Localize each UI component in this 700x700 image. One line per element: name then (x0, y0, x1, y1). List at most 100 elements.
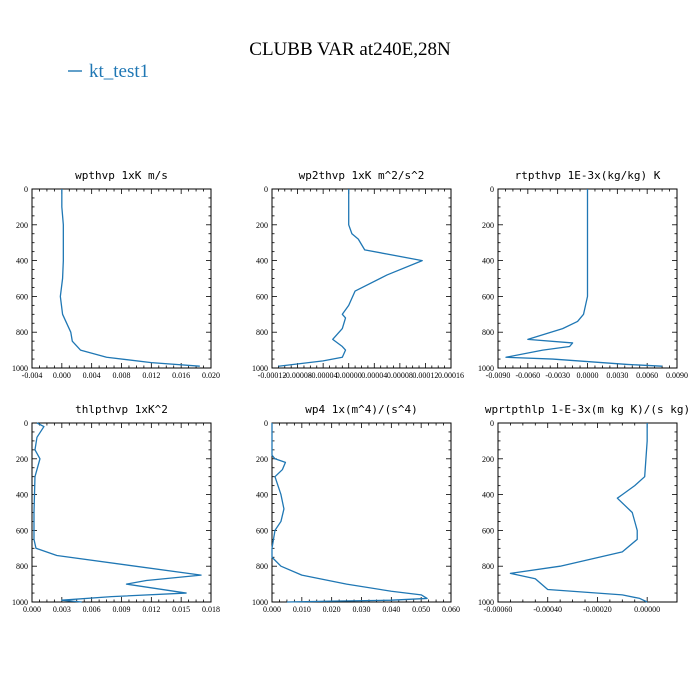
x-tick-label: 0.010 (293, 605, 311, 614)
panel-title-wpthvp: wpthvp 1xK m/s (75, 169, 168, 182)
y-tick-label: 1000 (478, 364, 494, 373)
y-tick-label: 200 (482, 221, 494, 230)
y-tick-label: 0 (24, 419, 28, 428)
plot-frame-thlpthvp (31, 422, 212, 603)
panel-wp4: wp4 1x(m^4)/(s^4) 0.000 0.010 0.020 0.030 0.0… (252, 403, 460, 614)
y-tick-label: 400 (16, 491, 28, 500)
x-tick-label: 0.004 (83, 371, 101, 380)
panel-title-wp4: wp4 1x(m^4)/(s^4) (305, 403, 418, 416)
x-tick-label: -0.00004 (309, 371, 338, 380)
x-tick-label: 0.00000 (336, 371, 362, 380)
x-tick-label: 0.030 (353, 605, 371, 614)
x-tick-label: 0.0090 (666, 371, 688, 380)
y-tick-label: 600 (256, 292, 268, 301)
series-line-thlpthvp (33, 422, 202, 603)
chart-panels: wpthvp 1xK m/s -0.004 0.000 0.004 0.008 0.012… (12, 169, 690, 614)
legend: kt_test1 (68, 61, 149, 82)
panel-title-rtpthvp: rtpthvp 1E-3x(kg/kg) K (515, 169, 661, 182)
y-tick-label: 200 (256, 221, 268, 230)
y-tick-label: 1000 (12, 598, 28, 607)
x-tick-label: -0.0090 (486, 371, 511, 380)
figure-title: CLUBB VAR at240E,28N (249, 39, 451, 60)
x-tick-label: 0.0060 (636, 371, 658, 380)
x-tick-label: 0.00008 (387, 371, 413, 380)
x-tick-label: 0.020 (323, 605, 341, 614)
x-tick-label: -0.00008 (283, 371, 312, 380)
y-tick-label: 200 (482, 455, 494, 464)
series-line-wpthvp (59, 189, 200, 367)
x-tick-label: 0.012 (142, 605, 160, 614)
x-tick-label: 0.060 (442, 605, 460, 614)
y-tick-label: 200 (256, 455, 268, 464)
y-tick-label: 200 (16, 221, 28, 230)
panel-title-wprtpthlp: wprtpthlp 1-E-3x(m kg K)/(s kg) (485, 403, 690, 416)
y-tick-label: 200 (16, 455, 28, 464)
y-tick-label: 0 (264, 419, 268, 428)
x-tick-label: -0.0030 (545, 371, 570, 380)
y-tick-label: 800 (16, 328, 28, 337)
y-tick-label: 600 (16, 526, 28, 535)
y-tick-label: 800 (16, 562, 28, 571)
x-tick-label: 0.009 (113, 605, 131, 614)
x-tick-label: 0.006 (83, 605, 101, 614)
series-line-wp4 (271, 423, 428, 603)
series-line-rtpthvp (505, 189, 663, 367)
y-tick-label: 0 (24, 185, 28, 194)
plot-frame-wp2thvp (271, 188, 452, 369)
y-tick-label: 1000 (478, 598, 494, 607)
x-tick-label: 0.050 (412, 605, 430, 614)
panel-title-wp2thvp: wp2thvp 1xK m^2/s^2 (299, 169, 425, 182)
x-tick-label: 0.0000 (577, 371, 599, 380)
x-tick-label: 0.000 (53, 371, 71, 380)
y-tick-label: 400 (256, 491, 268, 500)
x-tick-label: 0.0030 (606, 371, 628, 380)
x-tick-label: 0.000 (263, 605, 281, 614)
x-tick-label: -0.00012 (258, 371, 287, 380)
panel-thlpthvp: thlpthvp 1xK^2 0.000 0.003 0.006 0.009 0.012 0… (12, 403, 220, 614)
x-tick-label: 0.016 (172, 371, 190, 380)
x-tick-label: -0.00060 (484, 605, 513, 614)
y-tick-label: 400 (482, 491, 494, 500)
y-tick-label: 600 (256, 526, 268, 535)
y-tick-label: 800 (482, 562, 494, 571)
x-tick-label: -0.004 (22, 371, 43, 380)
y-tick-label: 800 (256, 562, 268, 571)
x-tick-label: -0.0060 (515, 371, 540, 380)
x-tick-label: 0.00012 (412, 371, 438, 380)
y-tick-label: 400 (16, 257, 28, 266)
y-tick-label: 1000 (252, 598, 268, 607)
y-tick-label: 800 (482, 328, 494, 337)
legend-label: kt_test1 (89, 61, 149, 82)
x-tick-label: 0.008 (113, 371, 131, 380)
x-tick-label: 0.00004 (361, 371, 387, 380)
x-tick-label: 0.015 (172, 605, 190, 614)
x-tick-label: -0.00020 (583, 605, 612, 614)
x-tick-label: 0.020 (202, 371, 220, 380)
y-tick-label: 400 (256, 257, 268, 266)
y-tick-label: 0 (490, 185, 494, 194)
y-tick-label: 600 (482, 292, 494, 301)
y-tick-label: 0 (490, 419, 494, 428)
y-tick-label: 800 (256, 328, 268, 337)
y-tick-label: 0 (264, 185, 268, 194)
x-tick-label: 0.040 (382, 605, 400, 614)
plot-frame-wprtpthlp (497, 422, 678, 603)
x-tick-label: 0.00016 (438, 371, 464, 380)
series-line-wp2thvp (278, 189, 423, 367)
y-tick-label: 600 (16, 292, 28, 301)
plot-frame-wp4 (271, 422, 452, 603)
y-tick-label: 1000 (252, 364, 268, 373)
y-tick-label: 600 (482, 526, 494, 535)
panel-title-thlpthvp: thlpthvp 1xK^2 (75, 403, 168, 416)
y-tick-label: 1000 (12, 364, 28, 373)
series-line-wprtpthlp (509, 423, 648, 603)
x-tick-label: -0.00040 (533, 605, 562, 614)
panel-rtpthvp: rtpthvp 1E-3x(kg/kg) K -0.0090 -0.0060 -0.0… (478, 169, 688, 380)
x-tick-label: 0.000 (23, 605, 41, 614)
x-tick-label: 0.003 (53, 605, 71, 614)
y-tick-label: 400 (482, 257, 494, 266)
panel-wprtpthlp: wprtpthlp 1-E-3x(m kg K)/(s kg) -0.00060 -… (478, 403, 690, 614)
panel-wpthvp: wpthvp 1xK m/s -0.004 0.000 0.004 0.008 0.012… (12, 169, 220, 380)
panel-wp2thvp: wp2thvp 1xK m^2/s^2 -0.00012-0.00008-0.00… (252, 169, 464, 380)
